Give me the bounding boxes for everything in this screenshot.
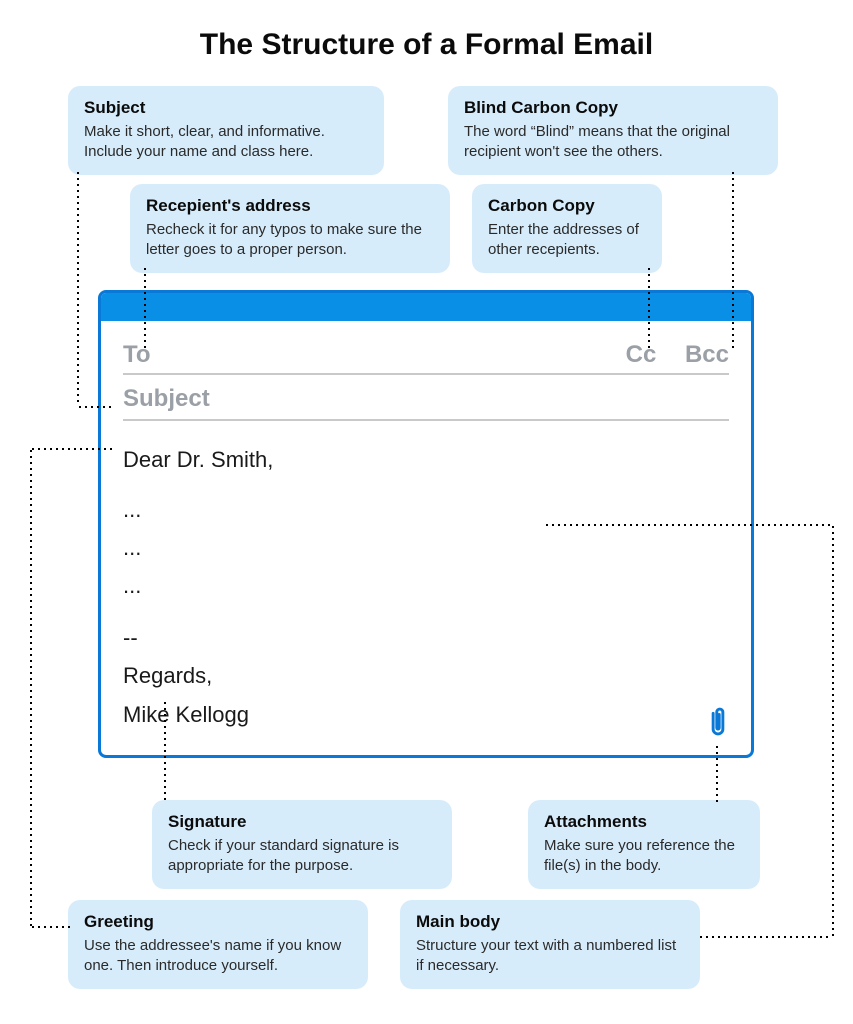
cc-bcc-group: Cc Bcc — [604, 341, 729, 369]
spacer — [123, 481, 729, 489]
callout-bcc: Blind Carbon Copy The word “Blind” means… — [448, 86, 778, 175]
callout-recipient: Recepient's address Recheck it for any t… — [130, 184, 450, 273]
callout-heading: Blind Carbon Copy — [464, 98, 762, 118]
signature-separator: -- — [123, 621, 729, 655]
callout-desc: The word “Blind” means that the original… — [464, 122, 762, 163]
callout-heading: Carbon Copy — [488, 196, 646, 216]
connector-line — [832, 524, 834, 936]
greeting-line: Dear Dr. Smith, — [123, 443, 729, 477]
signature-closing: Regards, — [123, 659, 729, 693]
connector-line — [732, 170, 734, 348]
page-title: The Structure of a Formal Email — [0, 28, 853, 62]
callout-cc: Carbon Copy Enter the addresses of other… — [472, 184, 662, 273]
to-label: To — [123, 341, 151, 369]
email-inner: To Cc Bcc Subject Dear Dr. Smith, ... ..… — [101, 321, 751, 746]
callout-subject: Subject Make it short, clear, and inform… — [68, 86, 384, 175]
callout-attachments: Attachments Make sure you reference the … — [528, 800, 760, 889]
bcc-label[interactable]: Bcc — [685, 341, 729, 368]
callout-signature: Signature Check if your standard signatu… — [152, 800, 452, 889]
callout-heading: Subject — [84, 98, 368, 118]
window-title-bar — [101, 293, 751, 321]
callout-desc: Enter the addresses of other recepients. — [488, 220, 646, 261]
connector-line — [648, 266, 650, 348]
connector-line — [716, 744, 718, 802]
connector-line — [30, 926, 70, 928]
callout-desc: Recheck it for any typos to make sure th… — [146, 220, 434, 261]
callout-desc: Structure your text with a numbered list… — [416, 936, 684, 977]
callout-desc: Check if your standard signature is appr… — [168, 836, 436, 877]
email-body: Dear Dr. Smith, ... ... ... -- Regards, … — [123, 421, 729, 732]
connector-line — [77, 170, 79, 406]
signature-name: Mike Kellogg — [123, 698, 729, 732]
connector-line — [77, 406, 115, 408]
callout-heading: Main body — [416, 912, 684, 932]
body-line: ... — [123, 531, 729, 565]
connector-line — [144, 266, 146, 348]
callout-mainbody: Main body Structure your text with a num… — [400, 900, 700, 989]
callout-heading: Recepient's address — [146, 196, 434, 216]
attachment-icon[interactable] — [703, 706, 733, 745]
connector-line — [30, 448, 32, 926]
callout-heading: Attachments — [544, 812, 744, 832]
connector-line — [544, 524, 834, 526]
connector-line — [164, 700, 166, 800]
subject-label: Subject — [123, 375, 729, 419]
to-field-row: To Cc Bcc — [123, 335, 729, 373]
connector-line — [698, 936, 832, 938]
body-line: ... — [123, 493, 729, 527]
callout-heading: Greeting — [84, 912, 352, 932]
body-line: ... — [123, 569, 729, 603]
callout-desc: Make sure you reference the file(s) in t… — [544, 836, 744, 877]
callout-greeting: Greeting Use the addressee's name if you… — [68, 900, 368, 989]
cc-label[interactable]: Cc — [626, 341, 657, 368]
callout-desc: Make it short, clear, and informative. I… — [84, 122, 368, 163]
callout-heading: Signature — [168, 812, 436, 832]
callout-desc: Use the addressee's name if you know one… — [84, 936, 352, 977]
connector-line — [30, 448, 115, 450]
